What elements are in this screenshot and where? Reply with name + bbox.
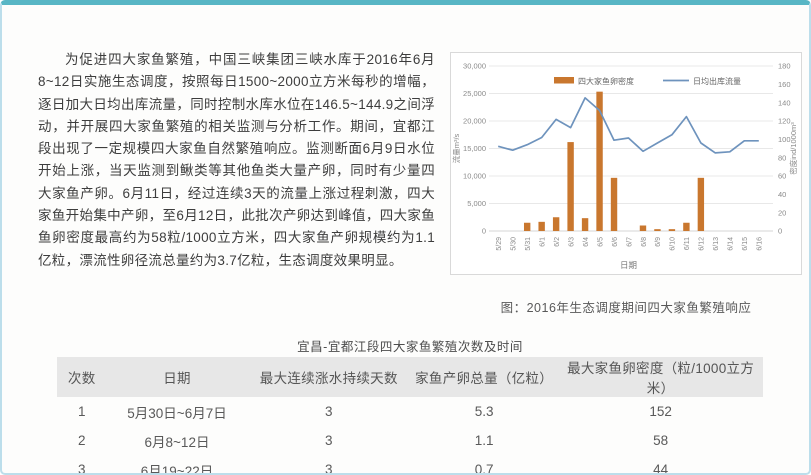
left-axis-tick: 0 [482,227,486,236]
spawning-table: 次数 日期 最大连续涨水持续天数 家鱼产卵总量（亿粒） 最大家鱼卵密度（粒/1000立方… [57,357,763,475]
x-axis-tick: 6/4 [583,237,590,247]
right-axis-tick: 180 [778,62,791,71]
table-row: 3 6月19~22日 3 0.7 44 [57,455,763,475]
intro-paragraph: 为促进四大家鱼繁殖，中国三峡集团三峡水库于2016年6月8~12日实施生态调度，… [38,52,435,268]
density-bar [683,222,690,231]
density-bar [654,229,661,231]
density-bar [581,218,589,231]
x-axis-tick: 6/3 [568,237,575,247]
left-axis-title: 流量m³/s [451,133,461,163]
table-header-cell: 最大家鱼卵密度（粒/1000立方米） [558,357,763,397]
table-header-cell: 最大连续涨水持续天数 [247,357,410,397]
x-axis-tick: 6/2 [554,237,561,247]
table-cell: 3 [325,404,333,419]
table-cell: 3 [77,462,86,475]
density-bar [697,177,705,231]
table-cell: 0.7 [474,462,494,475]
left-axis-tick: 5,000 [467,199,486,208]
right-axis-title: 密度ind/1000m³ [788,122,798,175]
spawning-table-body: 1 5月30日~6月7日 3 5.3 152 2 6月8~12日 3 1.1 58 3 6月19~22… [57,397,763,475]
table-cell: 5.3 [474,404,494,419]
density-bar [596,91,603,231]
table-header-cell: 次数 [57,357,107,397]
x-axis-tick: 6/8 [641,237,648,247]
x-axis-tick: 5/31 [525,237,532,251]
table-header-cell: 家鱼产卵总量（亿粒） [409,357,559,397]
table-cell: 1 [77,404,86,419]
density-bar [567,142,574,231]
left-axis-tick: 20,000 [463,117,486,126]
x-axis-tick: 6/5 [597,237,604,247]
table-cell: 44 [653,462,669,475]
table-cell: 3 [325,433,333,448]
x-axis-tick: 6/6 [612,237,619,247]
x-axis-title: 日期 [620,260,637,270]
legend-line-label: 日均出库流量 [693,76,741,86]
x-axis-tick: 5/29 [496,237,503,251]
right-axis-tick: 60 [778,172,786,181]
flow-line [497,97,759,154]
x-axis-tick: 6/15 [742,237,749,251]
table-header-row: 次数 日期 最大连续涨水持续天数 家鱼产卵总量（亿粒） 最大家鱼卵密度（粒/1000立方… [57,357,763,397]
legend-bar-label: 四大家鱼卵密度 [578,76,634,86]
right-axis-tick: 140 [778,98,791,107]
density-bar [552,217,560,231]
table-cell: 1.1 [474,433,494,448]
right-axis-tick: 100 [778,135,791,144]
density-bar [668,229,676,231]
x-axis-tick: 6/10 [670,237,677,251]
x-axis-tick: 6/14 [728,237,735,251]
x-axis-tick: 6/9 [655,237,662,247]
x-axis-tick: 6/7 [626,237,633,247]
table-title: 宜昌-宜都江段四大家鱼繁殖次数及时间 [297,340,523,354]
left-axis-tick: 10,000 [463,172,486,181]
x-axis-tick: 6/13 [713,237,720,251]
left-axis-tick: 25,000 [463,89,486,98]
density-bar [639,225,647,231]
table-cell: 3 [325,462,333,475]
left-axis-tick: 15,000 [463,144,486,153]
right-axis-tick: 160 [778,80,791,89]
figure-caption: 图：2016年生态调度期间四大家鱼繁殖响应 [500,301,752,315]
x-axis-tick: 5/30 [511,237,518,251]
table-header-cell: 日期 [106,357,248,397]
chart-canvas: 0 5,000 10,000 15,000 20,000 25,000 30,000 0 20 4… [451,62,798,270]
table-row: 1 5月30日~6月7日 3 5.3 152 [57,397,763,426]
legend-bar-swatch [554,77,574,84]
table-cell: 6月8~12日 [144,434,210,450]
right-axis-tick: 80 [778,153,786,162]
table-cell: 2 [77,433,86,448]
density-bar [610,177,618,231]
right-axis-tick: 120 [778,117,791,126]
right-axis-tick: 40 [778,190,786,199]
reproduction-response-chart: 0 5,000 10,000 15,000 20,000 25,000 30,000 0 20 4… [450,52,802,275]
table-cell: 6月19~22日 [140,463,214,475]
table-cell: 5月30日~6月7日 [127,405,227,421]
table-row: 2 6月8~12日 3 1.1 58 [57,426,763,455]
x-axis-tick: 6/11 [684,237,691,250]
density-bar [538,221,545,231]
x-axis-tick: 6/12 [699,237,706,251]
spawning-table-head: 次数 日期 最大连续涨水持续天数 家鱼产卵总量（亿粒） 最大家鱼卵密度（粒/1000立方… [57,357,763,397]
x-axis-tick: 6/16 [757,237,764,251]
left-axis-tick: 30,000 [463,62,486,71]
right-axis-tick: 0 [778,227,782,236]
density-bar [523,222,531,231]
table-cell: 152 [649,404,672,419]
table-cell: 58 [653,433,669,448]
right-axis-tick: 20 [778,208,786,217]
x-axis-tick: 6/1 [539,237,546,247]
